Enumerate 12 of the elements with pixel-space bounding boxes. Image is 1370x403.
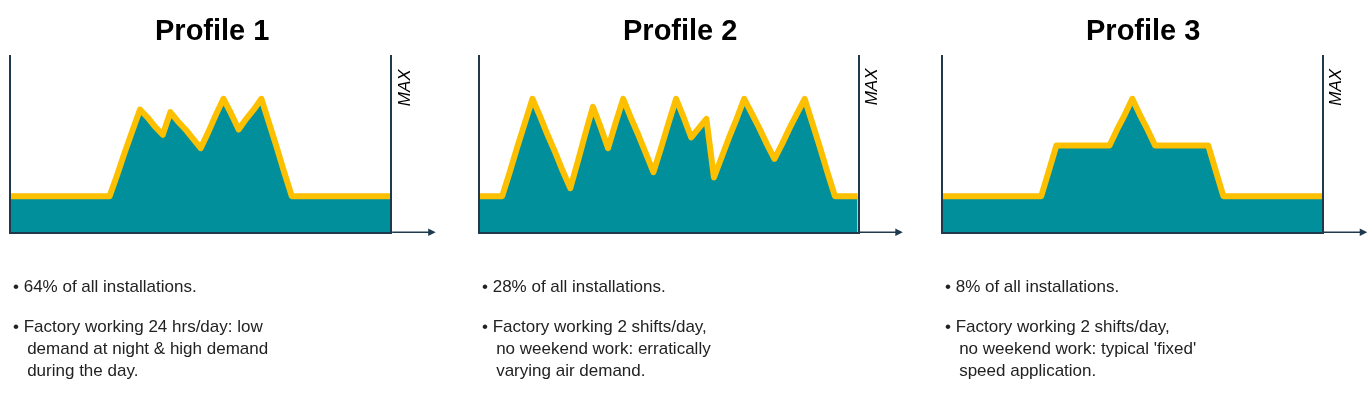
text: • Factory working 24 hrs/day: low demand at night & high demand during the day.: [13, 317, 269, 381]
text: • Factory working 2 shifts/day, no weekend work: erratically varying air demand.: [482, 317, 712, 381]
y2-axis-title: MAX: [394, 68, 414, 107]
chart-title: Profile 1: [155, 14, 270, 46]
text: • Factory working 2 shifts/day, no weekend work: typical 'fixed' speed application.: [945, 317, 1197, 381]
chart-title: Profile 2: [623, 14, 738, 46]
chart-title: Profile 3: [1086, 14, 1201, 46]
text: • 8% of all installations.: [945, 277, 1120, 296]
text: • 64% of all installations.: [13, 277, 197, 296]
y2-axis-title: MAX: [1326, 68, 1346, 106]
y2-axis-title: MAX: [861, 67, 881, 106]
text: • 28% of all installations.: [482, 277, 666, 296]
